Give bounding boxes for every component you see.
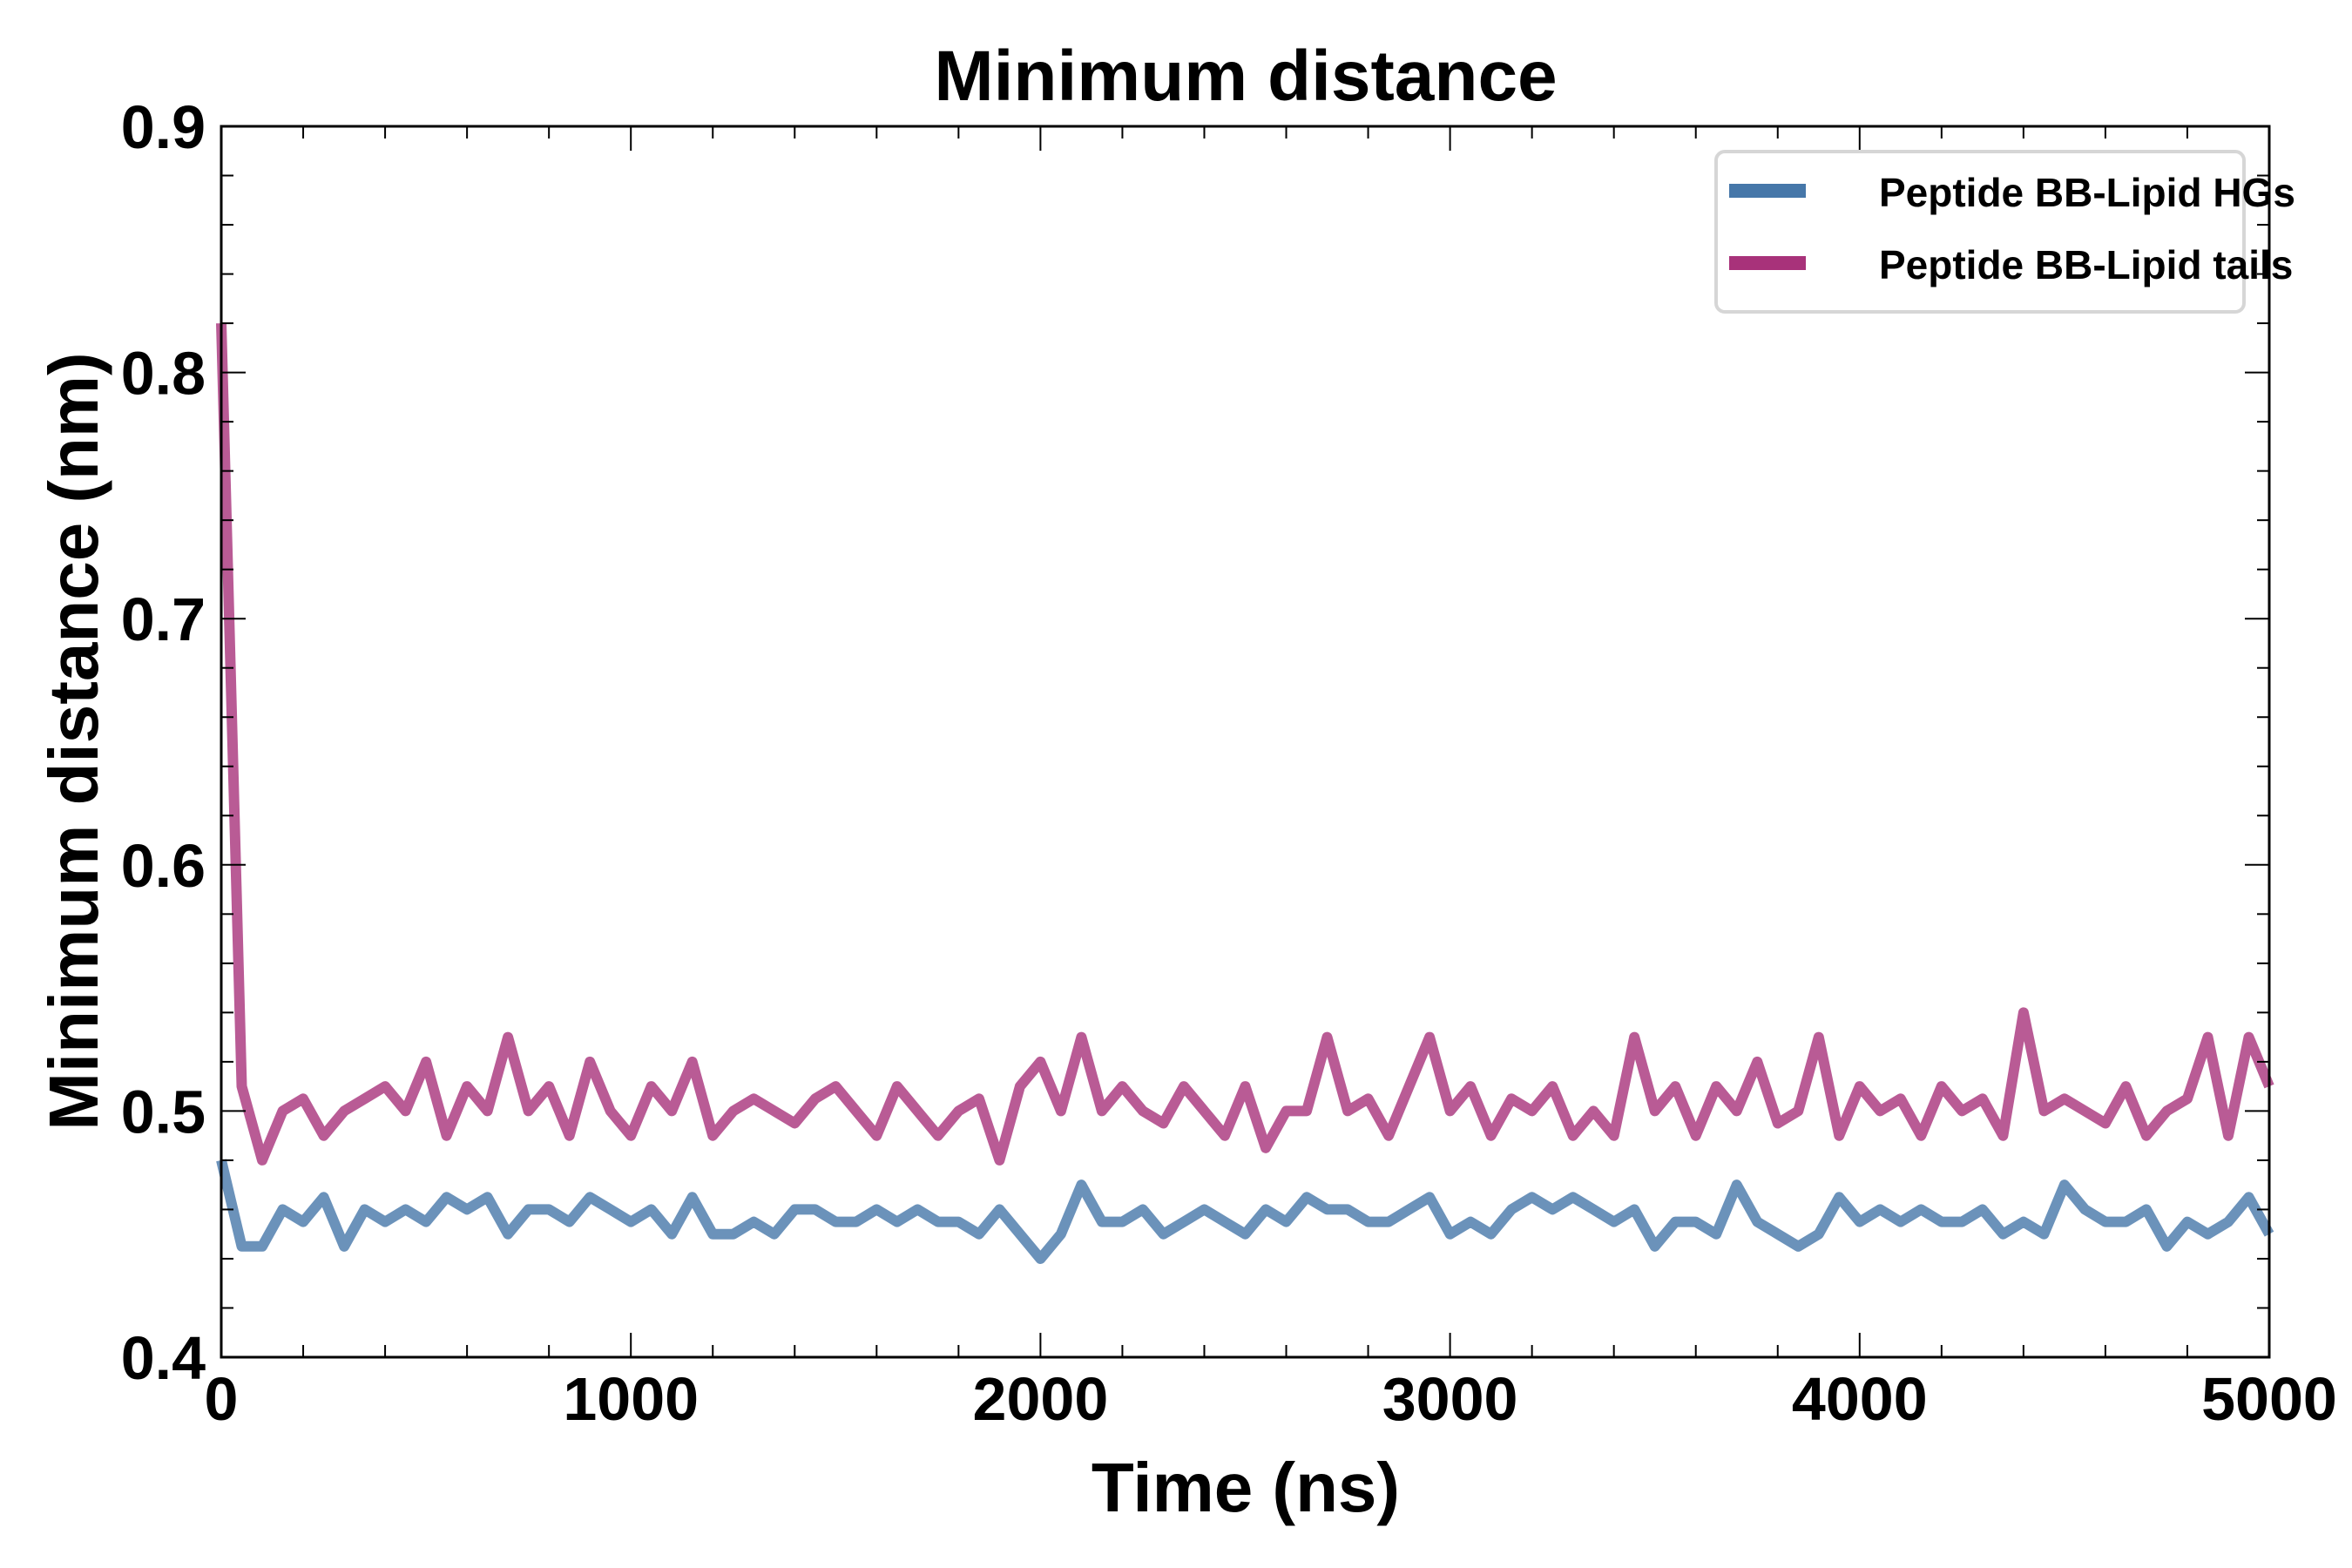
y-tick-label: 0.8 — [121, 340, 206, 408]
x-tick-label: 1000 — [563, 1365, 699, 1433]
x-tick-label: 5000 — [2201, 1365, 2337, 1433]
x-tick-label: 3000 — [1382, 1365, 1518, 1433]
legend-label-hgs: Peptide BB-Lipid HGs — [1879, 170, 2295, 215]
x-axis-title: Time (ns) — [1092, 1449, 1400, 1526]
series-line-1 — [216, 322, 2274, 1166]
y-tick-label: 0.6 — [121, 832, 206, 900]
legend-swatch-tails — [1729, 256, 1806, 270]
y-tick-labels: 0.4 0.5 0.6 0.7 0.8 0.9 — [121, 93, 206, 1392]
legend-label-tails: Peptide BB-Lipid tails — [1879, 242, 2293, 287]
legend-frame — [1714, 150, 2246, 314]
plot-frame — [220, 125, 2271, 1359]
x-tick-label: 2000 — [973, 1365, 1109, 1433]
x-tick-label: 0 — [205, 1365, 239, 1433]
y-tick-label: 0.7 — [121, 585, 206, 653]
y-axis-title: Minimum distance (nm) — [35, 352, 112, 1130]
chart-title: Minimum distance — [934, 37, 1557, 116]
series-line-0 — [216, 1159, 2274, 1264]
series-layer — [216, 322, 2274, 1264]
y-tick-label: 0.5 — [121, 1078, 206, 1146]
legend: Peptide BB-Lipid HGs Peptide BB-Lipid ta… — [1714, 150, 2295, 314]
y-tick-label: 0.9 — [121, 93, 206, 161]
legend-swatch-hgs — [1729, 184, 1806, 198]
x-tick-labels: 0 1000 2000 3000 4000 5000 — [205, 1365, 2337, 1433]
y-tick-label: 0.4 — [121, 1324, 206, 1392]
x-tick-label: 4000 — [1792, 1365, 1928, 1433]
